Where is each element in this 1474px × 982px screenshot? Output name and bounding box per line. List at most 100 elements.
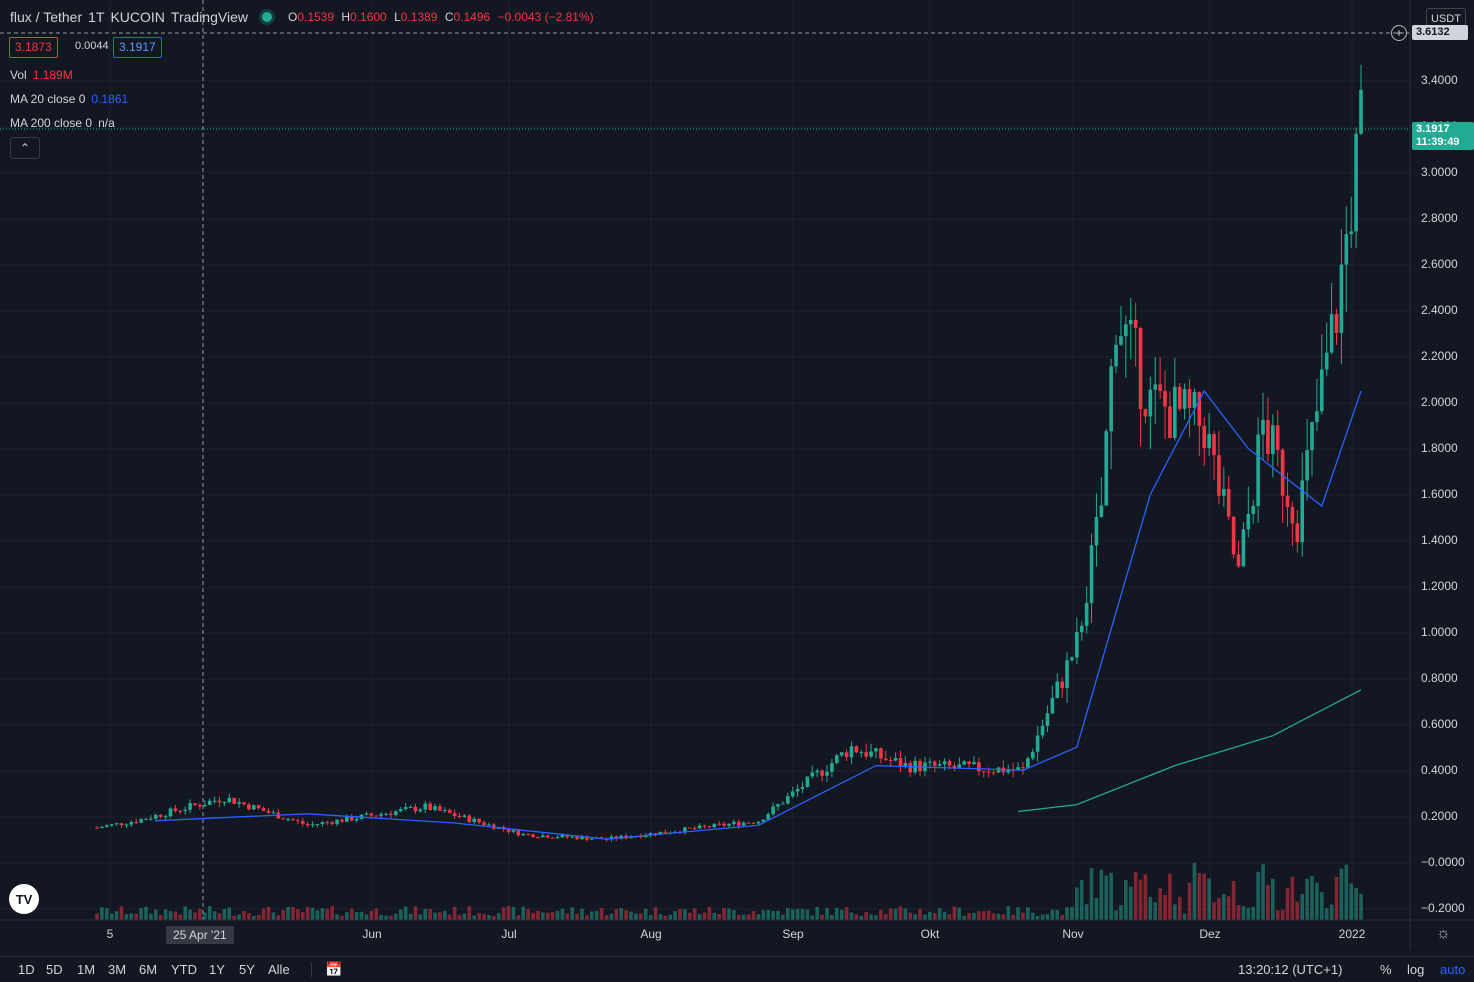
interval-label[interactable]: 1T — [88, 9, 105, 25]
candle-body — [1153, 384, 1158, 390]
volume-bar — [1006, 906, 1011, 920]
range-button-ytd[interactable]: YTD — [171, 962, 197, 977]
gear-icon[interactable]: ☼ — [1436, 925, 1451, 942]
price-tick-label: 0.6000 — [1421, 717, 1458, 731]
range-button-alle[interactable]: Alle — [268, 962, 290, 977]
range-button-5d[interactable]: 5D — [46, 962, 63, 977]
candle-body — [418, 809, 423, 812]
candle-body — [1143, 409, 1148, 417]
volume-bar — [496, 912, 501, 920]
range-button-6m[interactable]: 6M — [139, 962, 158, 977]
candle-body — [202, 804, 207, 807]
close-value: 0.1496 — [453, 10, 491, 24]
volume-bar — [242, 911, 246, 920]
legend-ma20[interactable]: MA 20 close 0 0.1861 — [10, 92, 128, 106]
candle-body — [379, 814, 383, 816]
candle-body — [854, 746, 859, 753]
volume-bar — [864, 911, 868, 920]
candle-body — [134, 822, 138, 824]
buy-button[interactable]: 3.1917 — [113, 37, 162, 58]
legend-volume[interactable]: Vol 1.189M — [10, 68, 73, 82]
candle-body — [1339, 264, 1344, 333]
volume-bar — [526, 908, 530, 920]
candle-body — [1212, 434, 1216, 456]
collapse-legend-button[interactable]: ⌃ — [10, 137, 40, 159]
volume-bar — [859, 915, 864, 920]
volume-bar — [1070, 906, 1074, 920]
candle-body — [315, 824, 320, 826]
volume-bar — [771, 910, 775, 920]
candle-body — [1359, 89, 1363, 134]
candle-body — [526, 833, 530, 835]
plus-circle-icon[interactable]: + — [1391, 25, 1407, 41]
volume-bar — [457, 915, 462, 920]
candle-body — [256, 805, 261, 809]
volume-bar — [678, 909, 682, 920]
volume-bar — [1329, 904, 1334, 920]
currency-button[interactable]: USDT — [1426, 8, 1466, 30]
price-tick-label: 2.2000 — [1421, 349, 1458, 363]
symbol-name[interactable]: flux / Tether — [10, 9, 83, 25]
range-button-1y[interactable]: 1Y — [209, 962, 225, 977]
clock-timezone[interactable]: 13:20:12 (UTC+1) — [1238, 962, 1343, 977]
volume-bar — [648, 915, 653, 920]
volume-bar — [702, 912, 707, 920]
volume-bar — [883, 914, 888, 920]
volume-bar — [663, 915, 668, 920]
volume-bar — [374, 908, 379, 920]
volume-bar — [761, 910, 766, 920]
range-button-1m[interactable]: 1M — [77, 962, 96, 977]
volume-bar — [594, 911, 599, 920]
candle-body — [119, 823, 124, 826]
volume-bar — [1324, 908, 1329, 920]
volume-bar — [447, 914, 452, 920]
volume-bar — [795, 908, 800, 920]
sell-button[interactable]: 3.1873 — [9, 37, 58, 58]
candle-body — [129, 822, 134, 825]
toolbar-divider — [311, 963, 312, 977]
volume-bar — [854, 914, 859, 920]
legend-ma200[interactable]: MA 200 close 0 n/a — [10, 116, 115, 130]
volume-bar — [707, 906, 712, 920]
volume-bar — [501, 907, 506, 920]
volume-bar — [1261, 864, 1265, 920]
range-button-1d[interactable]: 1D — [18, 962, 35, 977]
volume-bar — [1021, 912, 1025, 920]
auto-scale-button[interactable]: auto — [1440, 962, 1466, 977]
tradingview-logo-icon[interactable]: TV — [9, 884, 39, 914]
candle-body — [776, 804, 780, 807]
volume-bar — [340, 915, 344, 920]
volume-bar — [756, 914, 761, 920]
volume-bar — [947, 914, 952, 920]
volume-bar — [1138, 879, 1143, 920]
candle-body — [193, 803, 197, 805]
candle-body — [766, 814, 770, 820]
range-button-5y[interactable]: 5Y — [239, 962, 255, 977]
log-scale-button[interactable]: log — [1407, 962, 1425, 977]
calendar-range-icon[interactable]: 📅 — [325, 961, 343, 977]
candle-body — [585, 836, 589, 840]
candle-body — [1241, 529, 1246, 567]
candle-body — [149, 818, 153, 820]
volume-bar — [222, 909, 227, 920]
percent-scale-button[interactable]: % — [1380, 962, 1392, 977]
candle-body — [310, 824, 315, 826]
candle-body — [834, 755, 839, 764]
symbol-header: flux / Tether 1T KUCOIN TradingView O0.1… — [10, 9, 598, 25]
volume-bar — [310, 907, 315, 920]
price-tick-label: 0.8000 — [1421, 671, 1458, 685]
candle-body — [1285, 495, 1290, 507]
candle-body — [879, 748, 883, 759]
candle-body — [1246, 514, 1251, 530]
candle-body — [555, 837, 560, 839]
candle-body — [1197, 392, 1202, 426]
volume-bar — [981, 911, 986, 920]
candle-body — [173, 808, 178, 811]
candle-body — [893, 757, 898, 761]
candle-body — [697, 825, 702, 829]
range-button-3m[interactable]: 3M — [108, 962, 127, 977]
volume-bar — [198, 908, 202, 920]
volume-bar — [1084, 904, 1089, 920]
candle-body — [545, 835, 550, 838]
